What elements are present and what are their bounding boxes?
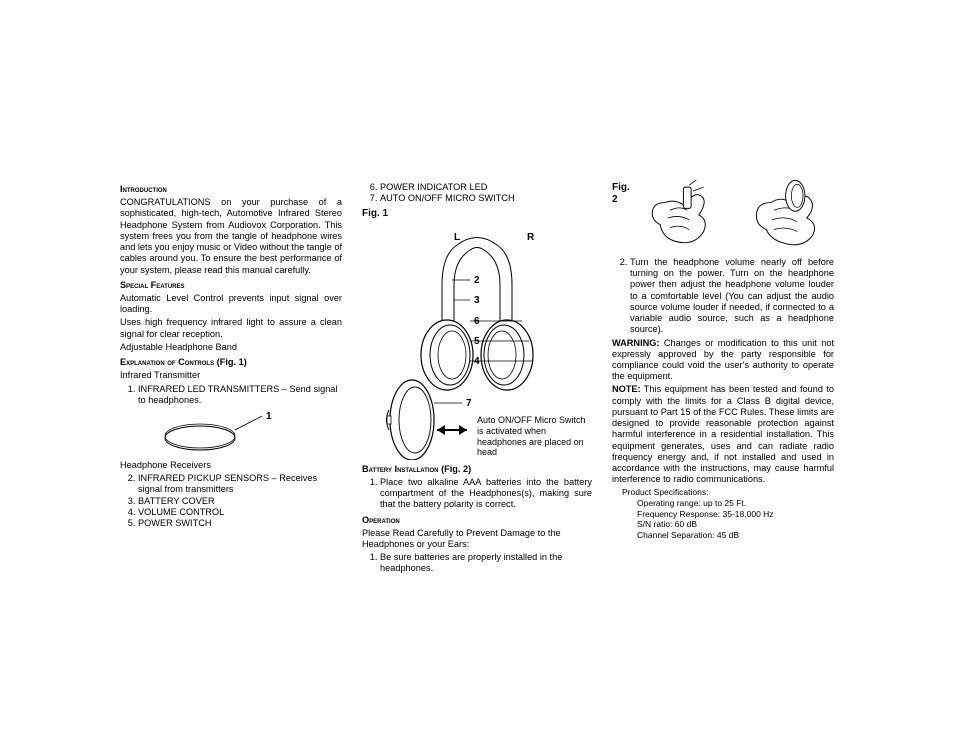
column-2: POWER INDICATOR LED AUTO ON/OFF MICRO SW… <box>362 180 592 608</box>
note-text: This equipment has been tested and found… <box>612 384 834 484</box>
control-item-7: AUTO ON/OFF MICRO SWITCH <box>380 193 592 204</box>
spec-3: S/N ratio: 60 dB <box>622 519 834 530</box>
note-paragraph: NOTE: This equipment has been tested and… <box>612 384 834 485</box>
column-1: Introduction CONGRATULATIONS on your pur… <box>120 180 342 608</box>
manual-page: Introduction CONGRATULATIONS on your pur… <box>0 0 954 738</box>
control-item-4: VOLUME CONTROL <box>138 507 342 518</box>
label-L: L <box>454 232 460 243</box>
transmitter-ellipse-figure: 1 <box>150 408 290 458</box>
special-feature-2: Uses high frequency infrared light to as… <box>120 317 342 339</box>
marker-3: 3 <box>474 295 480 306</box>
label-R: R <box>527 232 535 243</box>
fig-1-label: Fig. 1 <box>362 208 592 220</box>
warning-word: WARNING: <box>612 338 659 348</box>
warning-paragraph: WARNING: Changes or modification to this… <box>612 338 834 383</box>
spec-2: Frequency Response: 35-18,000 Hz <box>622 509 834 520</box>
micro-switch-caption: Auto ON/OFF Micro Switch is activated wh… <box>477 415 587 458</box>
operation-step-1: Be sure batteries are properly installed… <box>380 552 592 574</box>
introduction-heading: Introduction <box>120 184 167 194</box>
battery-fig-ref: (Fig. 2) <box>441 464 471 474</box>
controls-list-2: INFRARED PICKUP SENSORS – Receives signa… <box>120 473 342 529</box>
operation-steps-1: Be sure batteries are properly installed… <box>362 552 592 574</box>
fig-1-headphones: L R 2 3 6 5 4 7 Auto ON/OFF Micro Switch… <box>362 225 592 460</box>
battery-heading: Battery Installation <box>362 464 439 474</box>
special-feature-3: Adjustable Headphone Band <box>120 342 342 353</box>
operation-heading: Operation <box>362 515 400 525</box>
marker-1: 1 <box>266 411 272 422</box>
double-arrow-icon <box>437 425 467 435</box>
fig-2-hands <box>641 180 834 255</box>
marker-5: 5 <box>474 336 480 347</box>
specs-heading: Product Specifications: <box>622 487 834 498</box>
spec-4: Channel Separation: 45 dB <box>622 530 834 541</box>
operation-intro: Please Read Carefully to Prevent Damage … <box>362 528 592 550</box>
operation-step-2: Turn the headphone volume nearly off bef… <box>630 257 834 336</box>
marker-4: 4 <box>474 356 480 367</box>
product-specs: Product Specifications: Operating range:… <box>612 487 834 540</box>
introduction-text: CONGRATULATIONS on your purchase of a so… <box>120 197 342 276</box>
explanation-heading: Explanation of Controls <box>120 357 214 367</box>
marker-6: 6 <box>474 316 480 327</box>
transmitter-label: Infrared Transmitter <box>120 370 342 381</box>
control-item-3: BATTERY COVER <box>138 496 342 507</box>
battery-step-1: Place two alkaline AAA batteries into th… <box>380 477 592 511</box>
note-word: NOTE: <box>612 384 641 394</box>
control-item-1: INFRARED LED TRANSMITTERS – Send signal … <box>138 384 342 406</box>
fig-2-label: Fig. 2 <box>612 182 637 206</box>
control-item-5: POWER SWITCH <box>138 518 342 529</box>
controls-list-1: INFRARED LED TRANSMITTERS – Send signal … <box>120 384 342 406</box>
column-3: Fig. 2 <box>612 180 834 608</box>
control-item-6: POWER INDICATOR LED <box>380 182 592 193</box>
marker-2: 2 <box>474 275 480 286</box>
receivers-label: Headphone Receivers <box>120 460 342 471</box>
battery-steps: Place two alkaline AAA batteries into th… <box>362 477 592 511</box>
marker-7: 7 <box>466 398 472 409</box>
explanation-fig-ref: (Fig. 1) <box>217 357 247 367</box>
controls-list-3: POWER INDICATOR LED AUTO ON/OFF MICRO SW… <box>362 182 592 204</box>
spec-1: Operating range: up to 25 Ft. <box>622 498 834 509</box>
control-item-2: INFRARED PICKUP SENSORS – Receives signa… <box>138 473 342 495</box>
special-feature-1: Automatic Level Control prevents input s… <box>120 293 342 315</box>
special-features-heading: Special Features <box>120 280 185 290</box>
operation-steps-2: Turn the headphone volume nearly off bef… <box>612 257 834 336</box>
